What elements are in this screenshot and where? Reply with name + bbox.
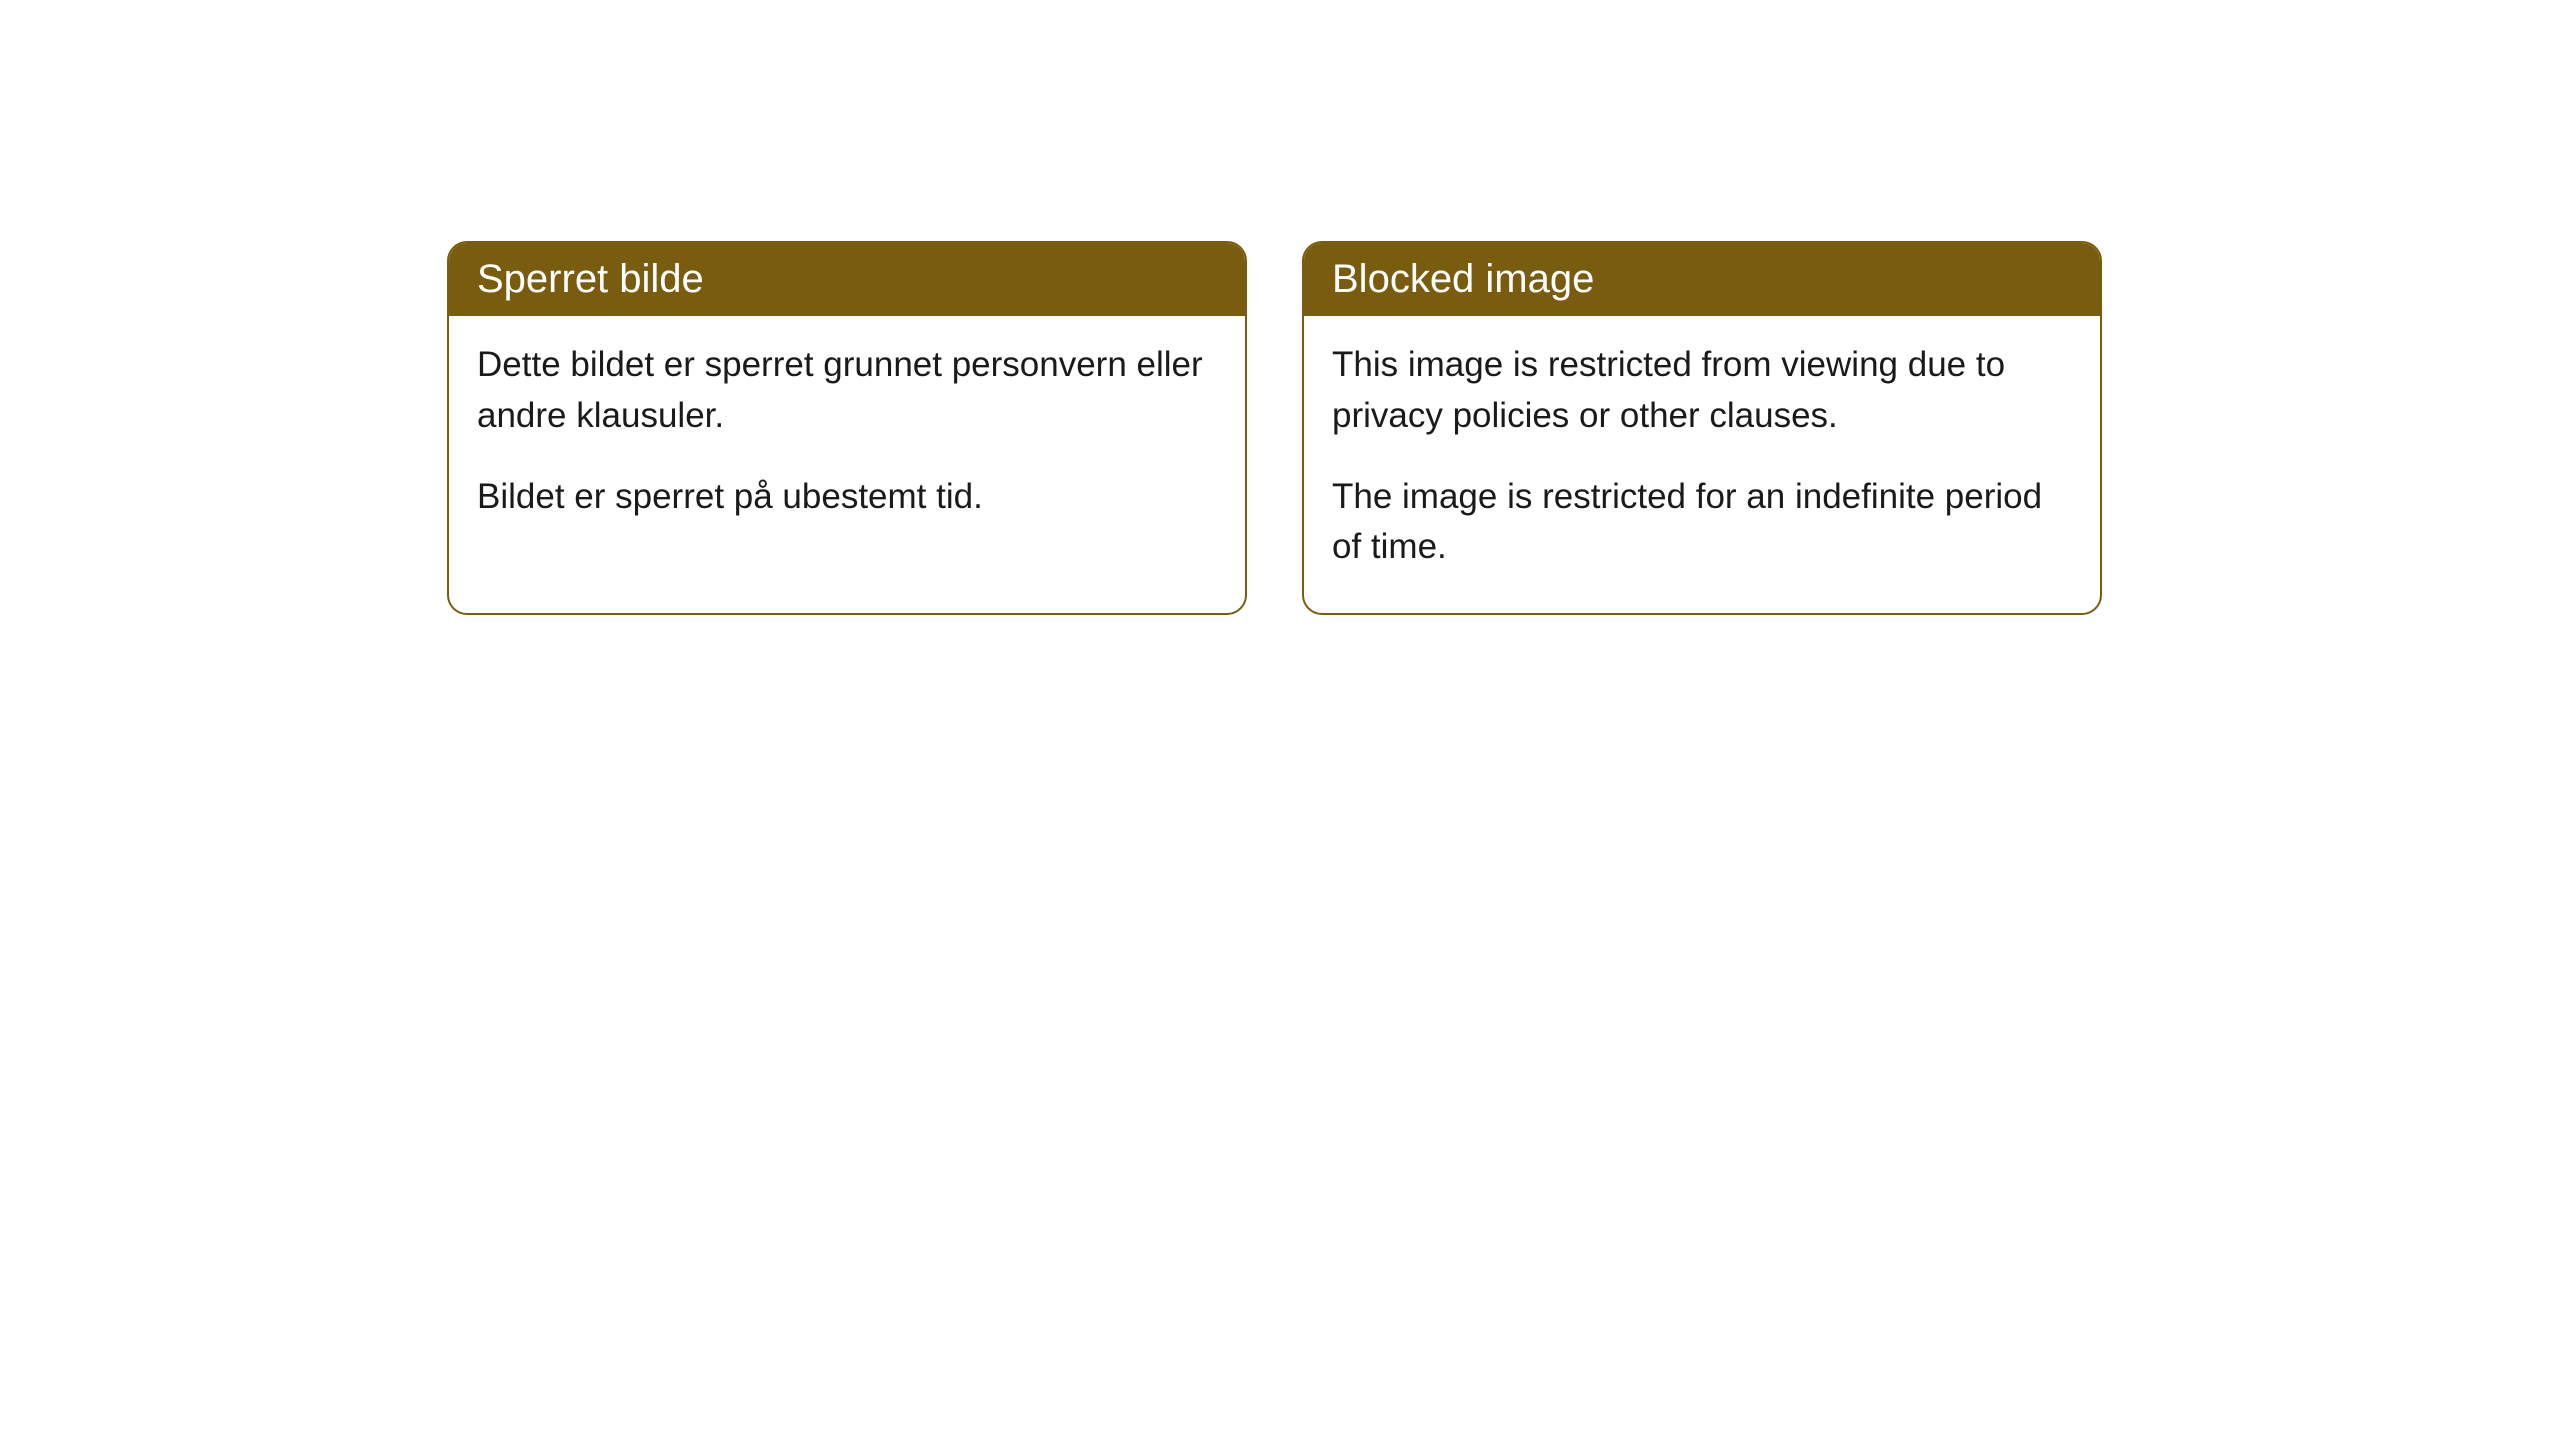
notice-card-norwegian: Sperret bilde Dette bildet er sperret gr… xyxy=(447,241,1247,615)
card-body: This image is restricted from viewing du… xyxy=(1304,316,2100,613)
card-body: Dette bildet er sperret grunnet personve… xyxy=(449,316,1245,562)
card-title: Blocked image xyxy=(1332,257,1594,301)
card-title: Sperret bilde xyxy=(477,257,704,301)
card-header: Blocked image xyxy=(1304,243,2100,316)
notice-cards-container: Sperret bilde Dette bildet er sperret gr… xyxy=(447,241,2102,615)
card-header: Sperret bilde xyxy=(449,243,1245,316)
card-paragraph: Dette bildet er sperret grunnet personve… xyxy=(477,340,1217,442)
card-paragraph: Bildet er sperret på ubestemt tid. xyxy=(477,472,1217,523)
notice-card-english: Blocked image This image is restricted f… xyxy=(1302,241,2102,615)
card-paragraph: The image is restricted for an indefinit… xyxy=(1332,472,2072,574)
card-paragraph: This image is restricted from viewing du… xyxy=(1332,340,2072,442)
